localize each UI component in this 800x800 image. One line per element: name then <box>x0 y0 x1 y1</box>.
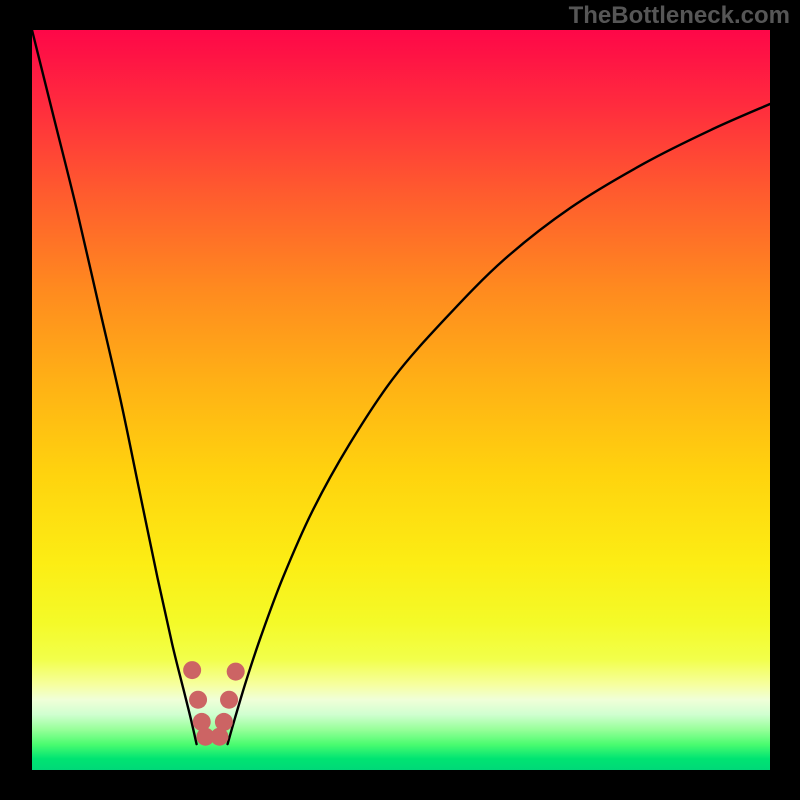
sweetspot-marker <box>215 713 233 731</box>
sweetspot-marker <box>220 691 238 709</box>
sweetspot-marker <box>227 663 245 681</box>
left-curve <box>32 30 197 744</box>
sweetspot-marker <box>189 691 207 709</box>
curve-overlay <box>0 0 800 800</box>
sweetspot-marker <box>183 661 201 679</box>
right-curve <box>228 104 770 744</box>
